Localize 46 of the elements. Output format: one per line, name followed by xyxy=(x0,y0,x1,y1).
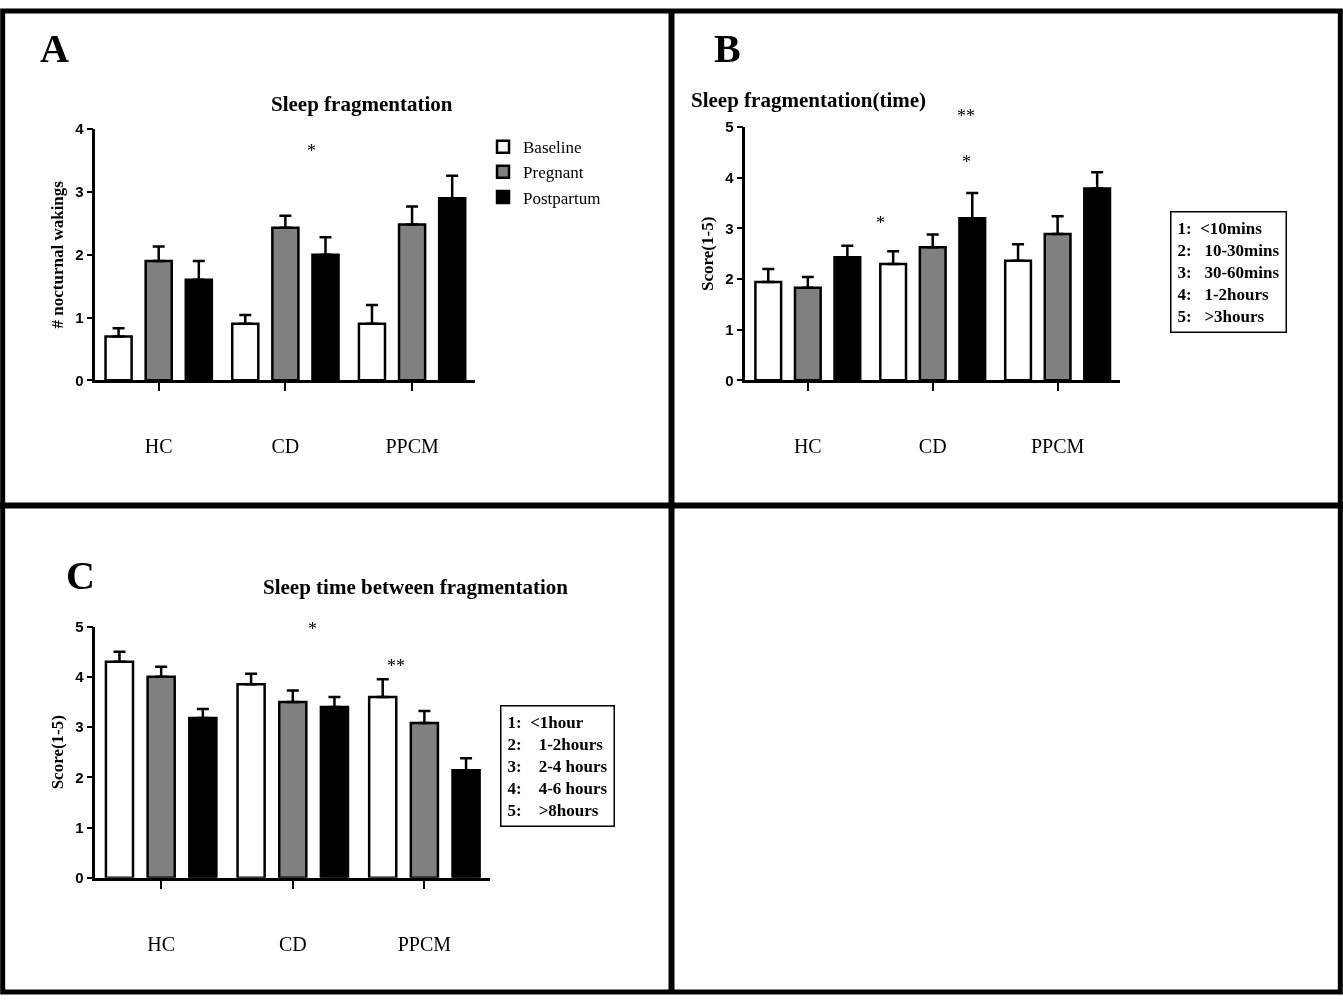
x-tick-label: HC xyxy=(793,435,822,458)
chart-title: Sleep fragmentation xyxy=(271,92,453,116)
x-tick-label: PPCM xyxy=(1030,435,1085,458)
y-tick-label: 1 xyxy=(725,320,734,338)
text: B xyxy=(714,26,741,71)
x-tick-label: CD xyxy=(271,435,300,458)
y-tick-label: 3 xyxy=(725,219,734,237)
chart-title: Sleep time between fragmentation xyxy=(263,575,569,599)
y-axis-title: Score(1-5) xyxy=(697,216,717,291)
legend-label: Pregnant xyxy=(523,163,584,183)
legend-label: Baseline xyxy=(523,138,582,158)
y-tick-label: 3 xyxy=(75,183,84,201)
y-tick-label: 2 xyxy=(75,246,84,264)
x-tick-label: CD xyxy=(918,435,947,458)
x-tick-label: CD xyxy=(278,932,307,955)
y-tick-label: 0 xyxy=(725,371,734,389)
x-tick-label: PPCM xyxy=(385,435,439,458)
annotation: * xyxy=(307,141,316,161)
annotation: * xyxy=(876,213,885,233)
y-tick-label: 1 xyxy=(75,308,84,326)
x-tick-label: PPCM xyxy=(397,932,452,955)
text: 1: <1hour 2: 1-2hours 3: 2-4 hours 4: 4-6 hours 5: >8hours xyxy=(507,712,608,820)
y-tick-label: 2 xyxy=(75,768,84,786)
text: C xyxy=(66,553,95,598)
y-tick-label: 0 xyxy=(75,371,84,389)
y-tick-label: 5 xyxy=(75,617,84,635)
y-tick-label: 0 xyxy=(75,869,84,887)
text: 1: <10mins 2: 10-30mins 3: 30-60mins 4: 1-2hours 5: >3hours xyxy=(1177,218,1280,326)
annotation: * xyxy=(308,619,317,639)
text: A xyxy=(40,26,69,71)
x-tick-label: HC xyxy=(144,435,173,458)
legend-label: Postpartum xyxy=(523,188,601,208)
annotation: ** xyxy=(387,656,405,676)
chart-title: Sleep fragmentation(time) xyxy=(691,88,927,112)
x-tick-label: HC xyxy=(147,932,176,955)
y-axis-title: Score(1-5) xyxy=(47,715,67,790)
y-tick-label: 3 xyxy=(75,718,84,736)
y-axis-title: # nocturnal wakings xyxy=(47,180,67,329)
annotation: * xyxy=(962,152,971,172)
y-tick-label: 4 xyxy=(75,120,85,138)
y-tick-label: 4 xyxy=(75,668,85,686)
y-tick-label: 2 xyxy=(725,270,734,288)
y-tick-label: 5 xyxy=(725,118,734,136)
y-tick-label: 4 xyxy=(725,169,735,187)
text: ** xyxy=(957,106,975,126)
y-tick-label: 1 xyxy=(75,818,84,836)
